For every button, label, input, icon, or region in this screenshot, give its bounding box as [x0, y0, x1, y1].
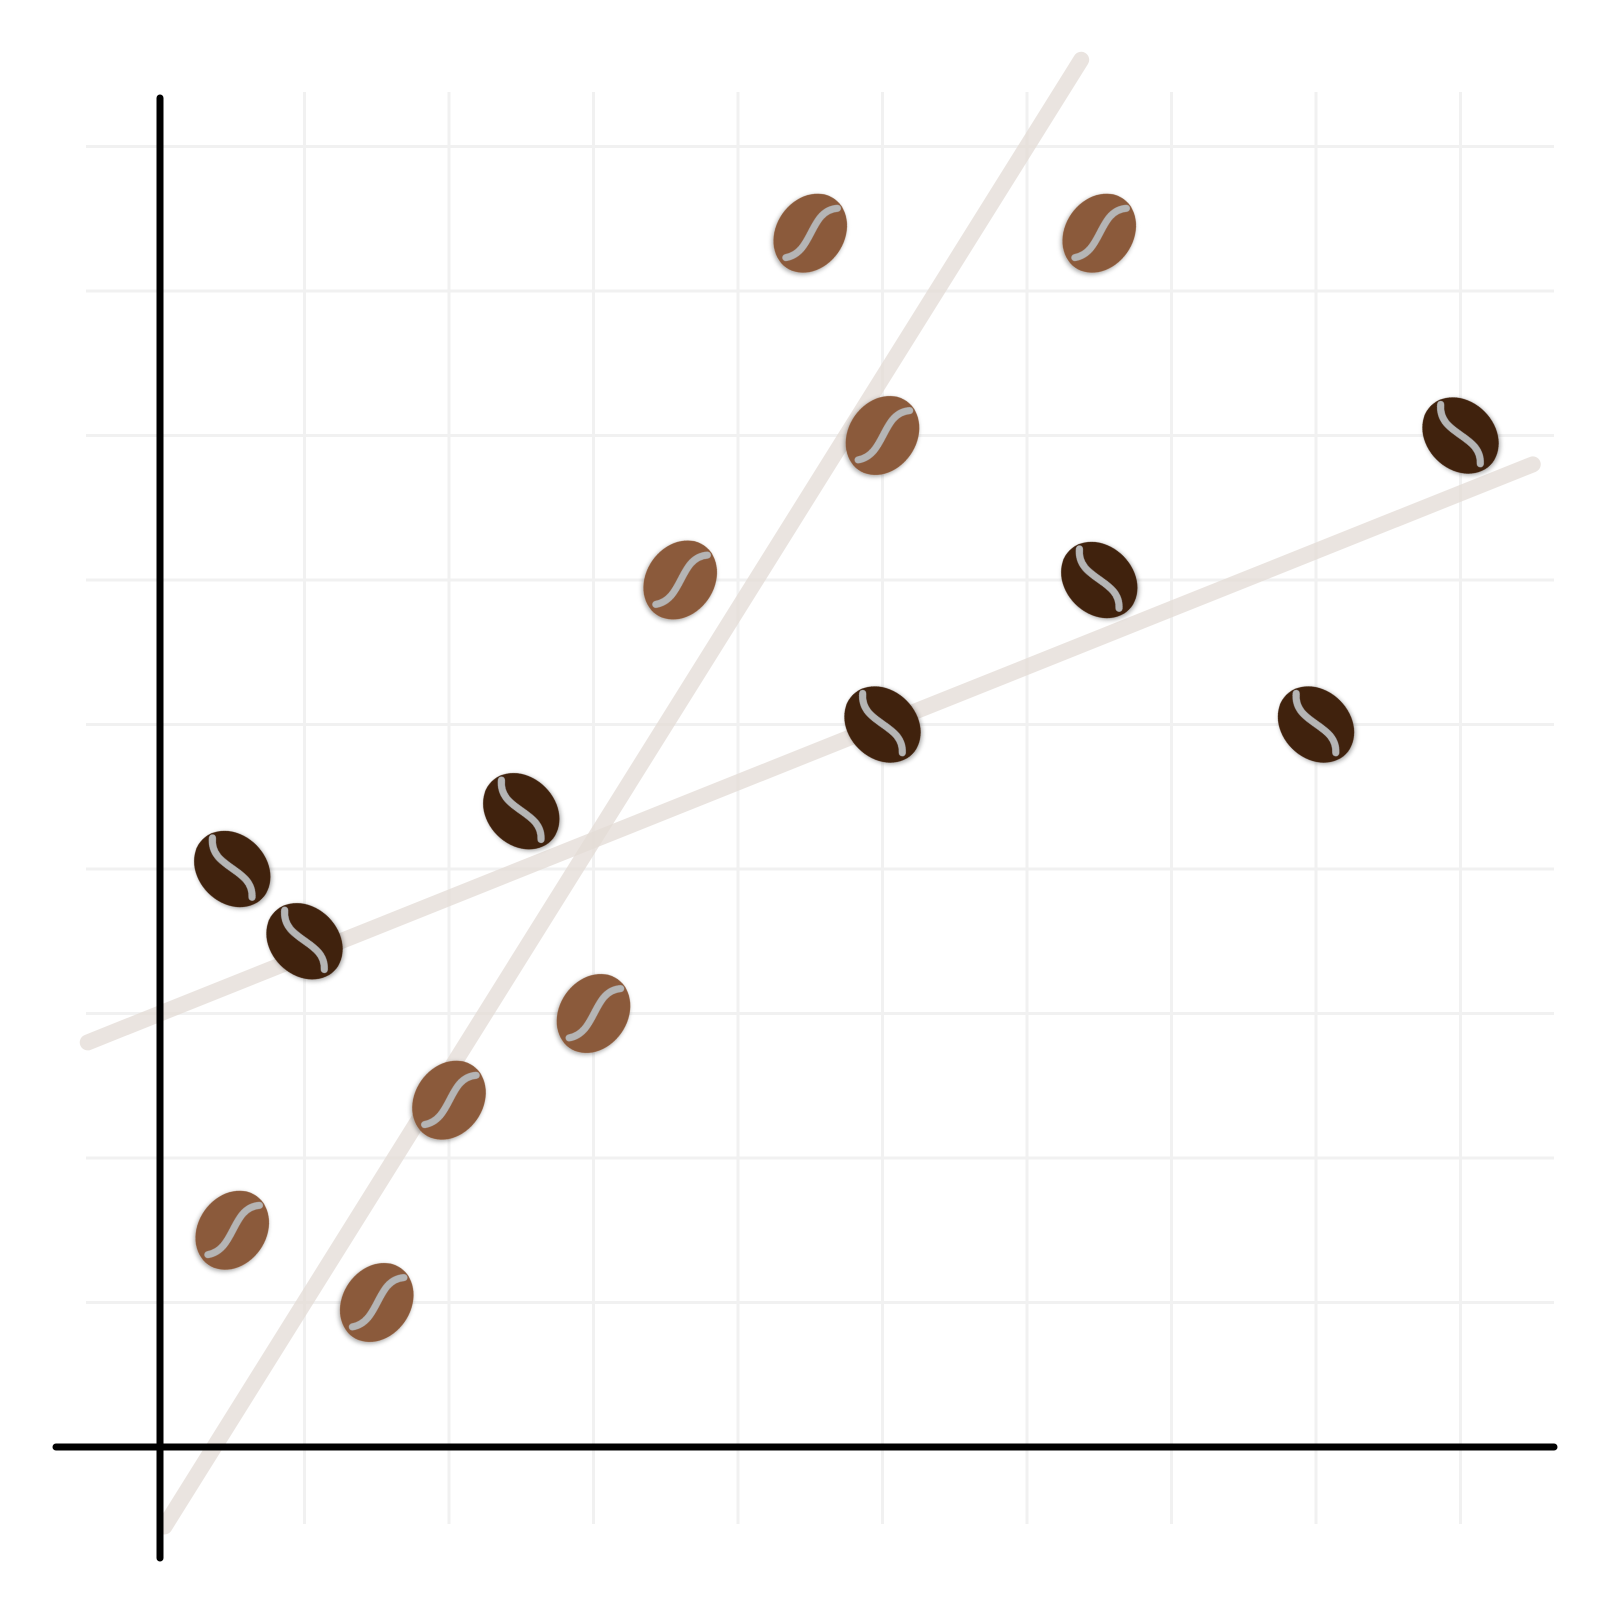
bean-crease: [348, 1274, 408, 1331]
coffee-bean-icon: [1277, 686, 1355, 763]
coffee-bean-icon: [1422, 397, 1499, 474]
coffee-bean-icon: [412, 1060, 486, 1140]
coffee-bean-icon: [483, 772, 560, 850]
bean-crease: [565, 985, 625, 1042]
bean-crease: [281, 906, 328, 974]
trendline-1: [156, 51, 1090, 1535]
bean-crease: [421, 1071, 480, 1129]
coffee-bean-icon: [194, 830, 271, 908]
coffee-bean-icon: [339, 1262, 414, 1343]
coffee-bean-icon: [773, 193, 848, 273]
coffee-bean-icon: [1061, 541, 1138, 619]
bean-crease: [1292, 689, 1340, 757]
bean-crease: [497, 776, 545, 843]
bean-crease: [208, 834, 256, 901]
coffee-bean-icon: [643, 540, 718, 620]
bean-crease: [204, 1201, 263, 1259]
coffee-bean-icon: [266, 903, 343, 980]
bean-crease: [859, 689, 906, 757]
axes: [52, 94, 1558, 1562]
coffee-bean-icon: [844, 686, 921, 763]
bean-crease: [652, 551, 711, 608]
bean-crease: [1075, 545, 1123, 612]
coffee-bean-icon: [195, 1190, 270, 1270]
bean-crease: [1071, 204, 1130, 262]
bean-crease: [854, 407, 914, 464]
coffee-bean-icon: [845, 395, 920, 476]
coffee-bean-icon: [556, 973, 631, 1054]
coffee-bean-icon: [1062, 193, 1137, 273]
data-points: [194, 193, 1499, 1343]
bean-crease: [782, 204, 841, 262]
bean-crease: [1437, 400, 1484, 468]
